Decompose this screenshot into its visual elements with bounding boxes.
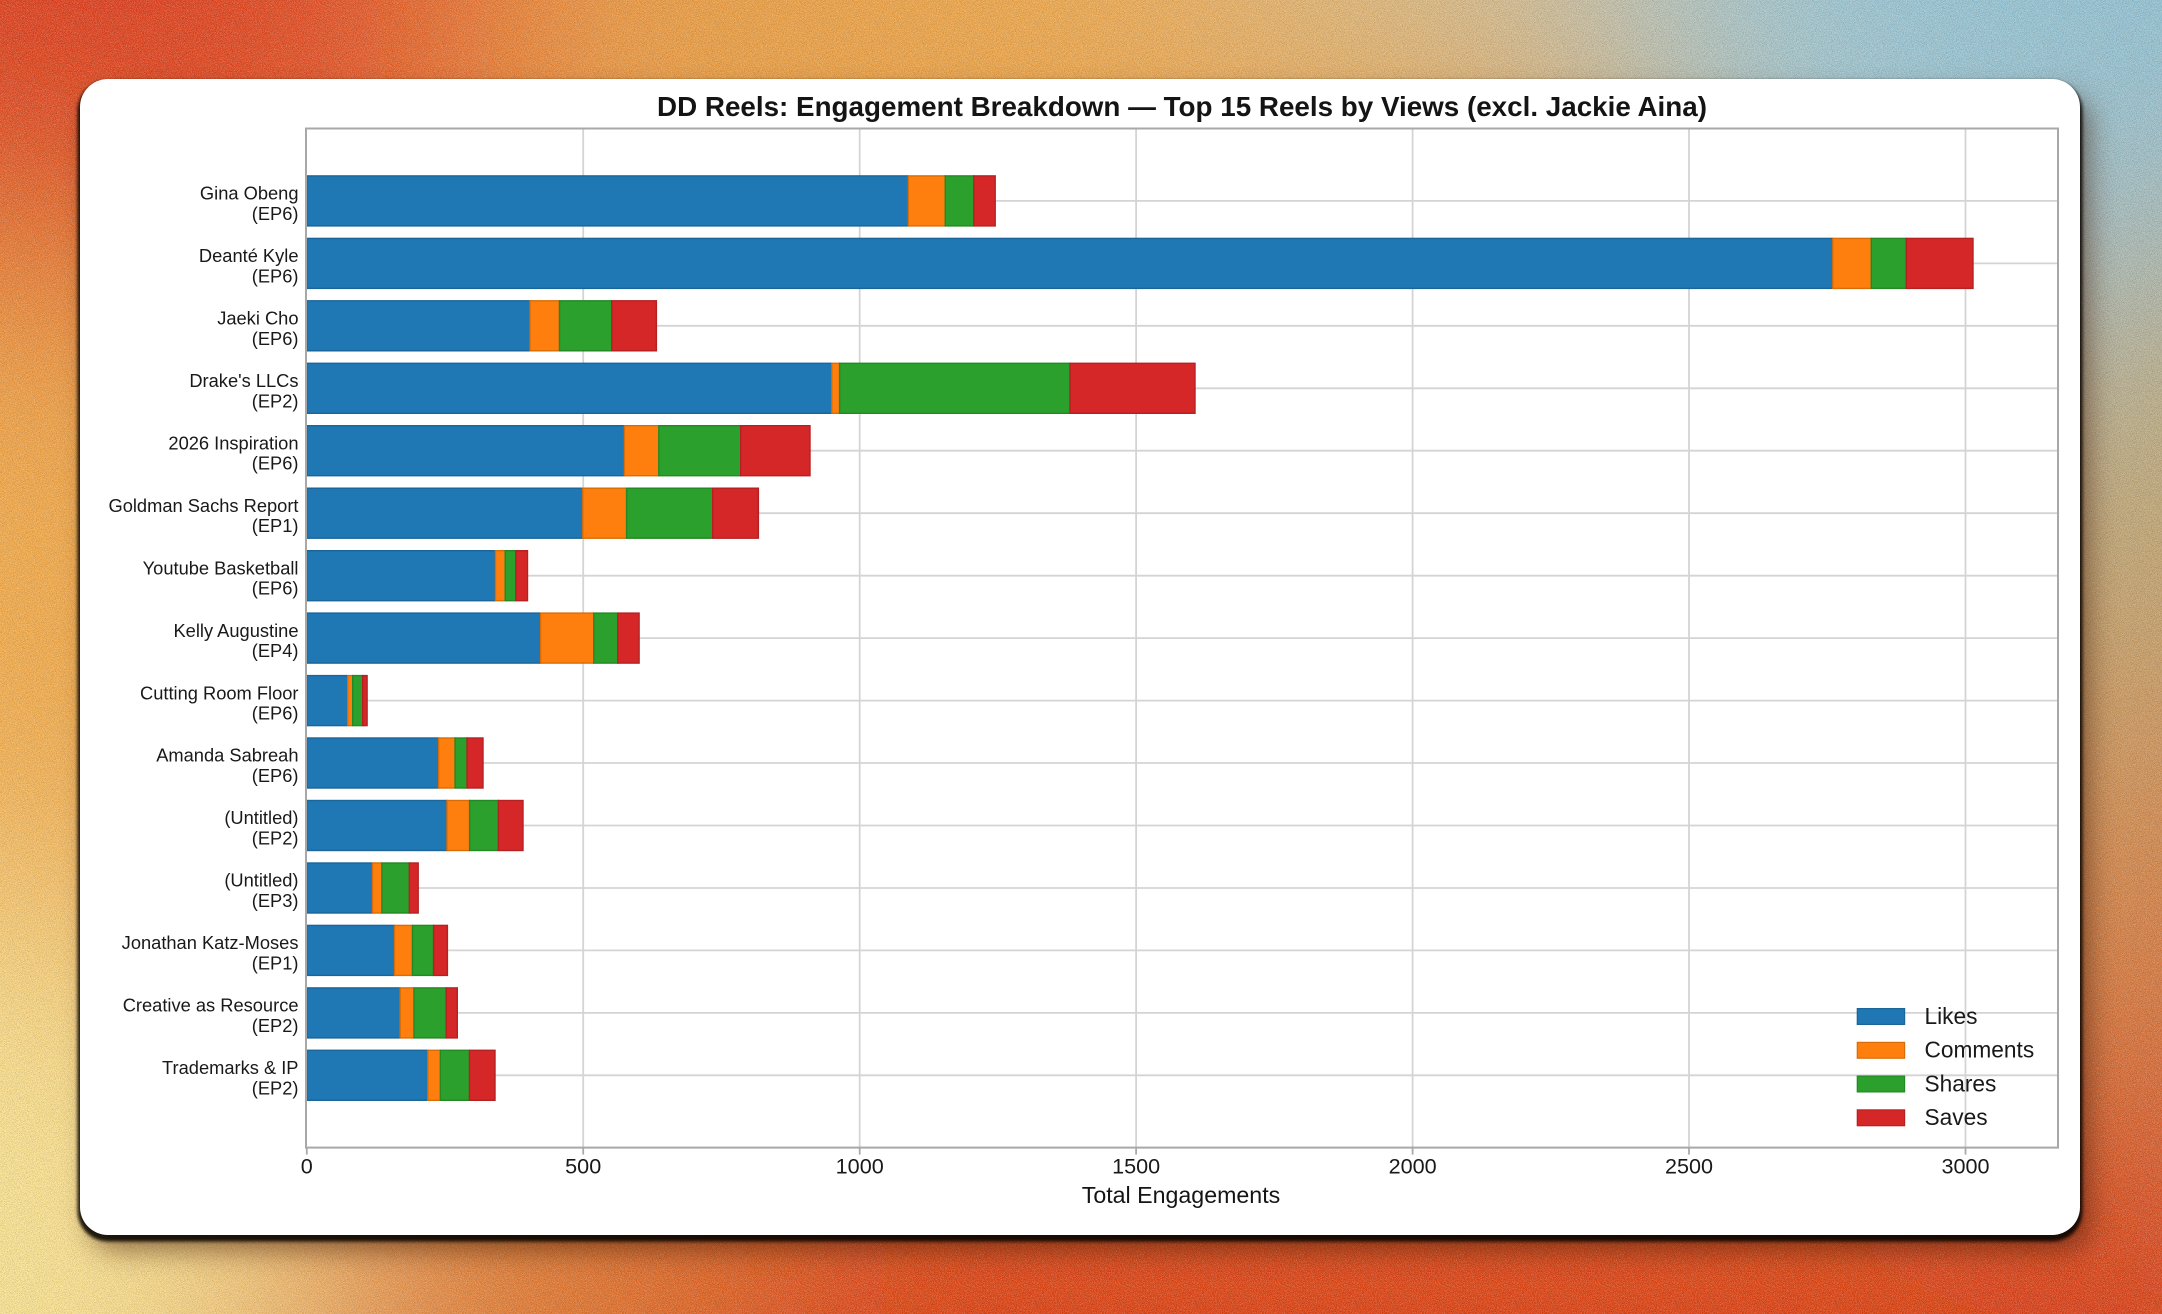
svg-text:1500: 1500 xyxy=(1112,1154,1160,1179)
svg-text:(EP6): (EP6) xyxy=(252,328,299,349)
svg-text:Goldman Sachs Report: Goldman Sachs Report xyxy=(108,495,298,516)
svg-text:(EP6): (EP6) xyxy=(252,453,299,474)
svg-text:(EP2): (EP2) xyxy=(252,1077,299,1098)
svg-text:(EP6): (EP6) xyxy=(252,203,299,224)
svg-text:(EP3): (EP3) xyxy=(252,890,299,911)
svg-text:(Untitled): (Untitled) xyxy=(224,870,298,891)
svg-text:Shares: Shares xyxy=(1925,1070,1997,1096)
svg-text:(EP1): (EP1) xyxy=(252,515,299,536)
svg-text:Trademarks & IP: Trademarks & IP xyxy=(162,1057,298,1078)
svg-text:Jaeki Cho: Jaeki Cho xyxy=(217,308,298,329)
svg-text:Kelly Augustine: Kelly Augustine xyxy=(173,620,298,641)
svg-text:Youtube Basketball: Youtube Basketball xyxy=(143,557,299,578)
svg-text:Creative as Resource: Creative as Resource xyxy=(123,995,299,1016)
svg-text:Total Engagements: Total Engagements xyxy=(1082,1182,1281,1208)
svg-text:Saves: Saves xyxy=(1925,1104,1988,1130)
svg-text:(EP2): (EP2) xyxy=(252,390,299,411)
svg-text:(EP4): (EP4) xyxy=(252,640,299,661)
svg-text:(EP2): (EP2) xyxy=(252,828,299,849)
svg-text:DD Reels: Engagement Breakdown: DD Reels: Engagement Breakdown — Top 15 … xyxy=(657,91,1707,122)
svg-text:(EP6): (EP6) xyxy=(252,703,299,724)
svg-text:Gina Obeng: Gina Obeng xyxy=(200,183,299,204)
svg-text:Deanté Kyle: Deanté Kyle xyxy=(199,245,299,266)
svg-text:3000: 3000 xyxy=(1941,1154,1989,1179)
svg-text:2500: 2500 xyxy=(1665,1154,1713,1179)
svg-text:(EP6): (EP6) xyxy=(252,265,299,286)
svg-text:Jonathan Katz-Moses: Jonathan Katz-Moses xyxy=(122,932,299,953)
svg-text:Comments: Comments xyxy=(1925,1037,2035,1063)
svg-text:0: 0 xyxy=(301,1154,313,1179)
svg-text:(EP6): (EP6) xyxy=(252,578,299,599)
svg-text:500: 500 xyxy=(565,1154,601,1179)
svg-text:(Untitled): (Untitled) xyxy=(224,807,298,828)
svg-text:Cutting Room Floor: Cutting Room Floor xyxy=(140,682,299,703)
svg-text:(EP1): (EP1) xyxy=(252,952,299,973)
svg-text:2000: 2000 xyxy=(1389,1154,1437,1179)
svg-text:(EP6): (EP6) xyxy=(252,765,299,786)
svg-text:2026 Inspiration: 2026 Inspiration xyxy=(168,432,298,453)
svg-text:Amanda Sabreah: Amanda Sabreah xyxy=(156,745,298,766)
svg-text:(EP2): (EP2) xyxy=(252,1015,299,1036)
svg-text:Likes: Likes xyxy=(1925,1003,1978,1029)
svg-text:Drake's LLCs: Drake's LLCs xyxy=(189,370,298,391)
svg-text:1000: 1000 xyxy=(836,1154,884,1179)
